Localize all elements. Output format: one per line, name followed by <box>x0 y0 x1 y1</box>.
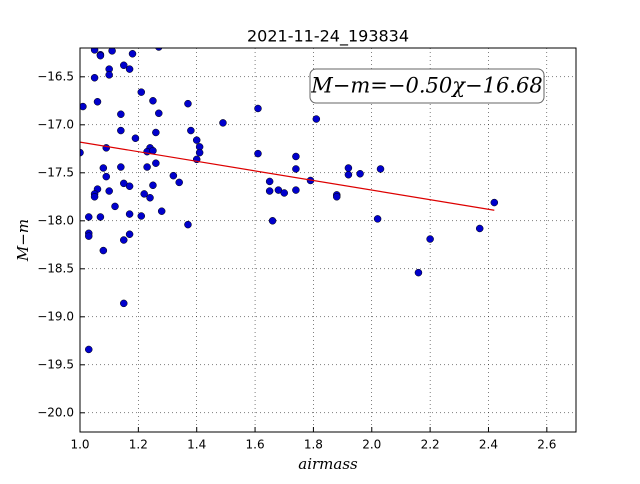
point <box>117 163 125 171</box>
point <box>254 104 262 113</box>
x-tick-label: 1.2 <box>129 438 148 452</box>
annotation-box <box>309 68 545 104</box>
point <box>490 198 499 207</box>
fit-line <box>80 141 495 211</box>
point <box>120 61 128 70</box>
point <box>292 165 300 173</box>
point <box>155 48 163 51</box>
point <box>93 98 102 106</box>
point <box>376 165 385 173</box>
point <box>137 88 146 96</box>
point <box>265 177 274 186</box>
point <box>292 186 300 194</box>
point <box>80 102 87 111</box>
point <box>125 230 134 238</box>
y-tick-label: −17.5 <box>37 165 74 179</box>
point <box>344 170 353 179</box>
x-tick-label: 1.4 <box>187 438 206 452</box>
point <box>128 50 137 58</box>
point <box>155 109 163 118</box>
point <box>96 213 105 221</box>
point <box>140 190 148 198</box>
point <box>105 71 113 79</box>
point <box>125 65 134 73</box>
point <box>85 345 93 354</box>
point <box>426 235 434 243</box>
point <box>125 182 134 190</box>
point <box>143 163 151 171</box>
point <box>80 148 84 157</box>
x-tick-label: 2.2 <box>421 438 440 452</box>
y-axis-label: M−m <box>14 219 32 262</box>
point <box>184 220 192 229</box>
point <box>192 136 201 144</box>
plot-area <box>80 48 499 354</box>
point <box>373 215 382 223</box>
y-tick-label: −19.0 <box>37 309 74 323</box>
point <box>90 48 99 54</box>
y-tick-label: −20.0 <box>37 405 74 419</box>
point <box>90 74 99 82</box>
point <box>356 170 364 178</box>
x-axis-label: airmass <box>298 455 358 473</box>
x-tick-label: 2.4 <box>479 438 498 452</box>
point <box>169 171 178 180</box>
y-tick-label: −18.0 <box>37 213 74 227</box>
point <box>333 193 341 201</box>
point <box>475 224 484 233</box>
chart-title: 2021-11-24_193834 <box>247 27 409 47</box>
point <box>152 128 160 137</box>
point <box>254 149 262 158</box>
point <box>280 189 288 197</box>
point <box>120 236 128 244</box>
point <box>157 207 166 215</box>
point <box>187 126 195 135</box>
y-tick-label: −16.5 <box>37 69 74 83</box>
annotation: M−m=−0.50χ−16.68 <box>310 74 542 98</box>
x-tick-label: 2.0 <box>362 438 381 452</box>
point <box>99 164 108 172</box>
point <box>175 178 183 187</box>
point <box>117 126 125 135</box>
y-tick-label: −17.0 <box>37 117 74 131</box>
point <box>146 194 154 202</box>
point <box>414 268 423 277</box>
y-tick-label: −18.5 <box>37 261 74 275</box>
point <box>184 99 192 108</box>
point <box>99 246 108 255</box>
point <box>117 110 125 118</box>
point <box>105 187 113 195</box>
point <box>137 212 146 220</box>
plot-frame <box>79 47 577 433</box>
point <box>102 172 111 181</box>
point <box>120 299 128 308</box>
point <box>152 159 160 167</box>
point <box>292 152 300 161</box>
point <box>149 97 157 105</box>
point <box>195 148 204 157</box>
point <box>268 217 277 225</box>
point <box>85 213 93 221</box>
point <box>149 181 157 190</box>
point <box>265 187 274 195</box>
point <box>90 193 99 201</box>
point <box>344 164 353 172</box>
x-tick-label: 1.0 <box>70 438 89 452</box>
x-tick-label: 2.6 <box>537 438 556 452</box>
point <box>131 134 140 142</box>
point <box>111 202 119 211</box>
x-tick-label: 1.8 <box>304 438 323 452</box>
point <box>108 48 116 55</box>
point <box>125 210 134 218</box>
point <box>85 232 93 240</box>
point <box>219 119 227 127</box>
point <box>312 115 321 123</box>
y-tick-label: −19.5 <box>37 357 74 371</box>
x-tick-label: 1.6 <box>246 438 265 452</box>
point <box>96 51 105 60</box>
